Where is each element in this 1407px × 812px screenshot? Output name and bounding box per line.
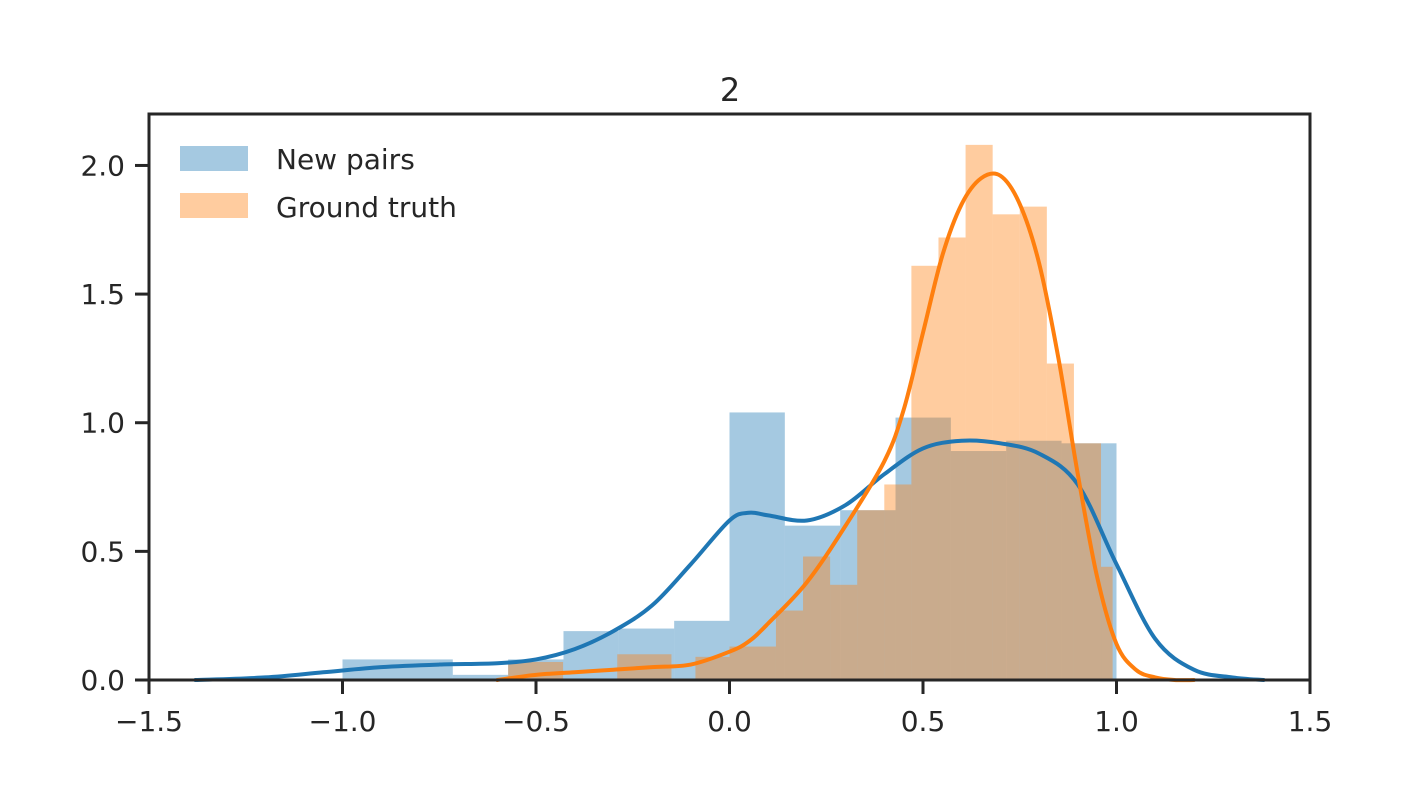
hist-bar-1-6 [775,610,804,680]
x-axis: −1.5 −1.0 −0.5 0.0 0.5 1.0 1.5 [115,680,1332,738]
legend-swatch-ground-truth [180,193,248,218]
hist-bar-0-10 [950,451,1007,680]
x-tick-label-3: 0.0 [707,705,752,738]
legend-swatch-new-pairs [180,146,248,171]
x-tick-label-1: −1.0 [309,705,377,738]
hist-bar-1-18 [1101,566,1113,680]
hist-bar-0-5 [674,620,730,680]
legend-label-new-pairs: New pairs [276,143,415,176]
x-tick-label-5: 1.0 [1094,705,1139,738]
y-axis: 0.0 0.5 1.0 1.5 2.0 [80,149,149,697]
x-tick-label-4: 0.5 [901,705,946,738]
x-tick-label-2: −0.5 [502,705,570,738]
x-tick-label-0: −1.5 [115,705,183,738]
hist-bar-0-8 [840,510,896,680]
y-tick-label-1: 0.5 [80,535,125,568]
y-tick-label-2: 1.0 [80,407,125,440]
x-tick-label-6: 1.5 [1288,705,1333,738]
hist-bar-0-4 [618,628,675,680]
y-tick-label-4: 2.0 [80,149,125,182]
chart-title: 2 [720,71,740,109]
hist-bar-1-12 [938,237,966,681]
legend-label-ground-truth: Ground truth [276,191,457,224]
hist-bar-1-11 [911,265,939,680]
kde-line-0 [193,438,1266,682]
hist-bar-1-16 [1046,363,1074,680]
hist-bar-0-12 [1061,443,1117,680]
hist-bar-1-5 [729,646,776,680]
y-tick-label-0: 0.0 [80,664,125,697]
hist-bar-0-11 [1006,440,1062,680]
kde-line-1 [495,171,1196,683]
hist-bar-1-9 [857,510,885,680]
hist-bar-1-7 [803,556,831,680]
kde-layer [193,171,1266,683]
histogram-layer [342,144,1117,681]
hist-bar-0-1 [452,674,509,680]
hist-bar-1-8 [830,584,858,680]
hist-bar-1-13 [965,144,993,680]
hist-bar-1-10 [884,484,912,680]
y-tick-label-3: 1.5 [80,278,125,311]
legend: New pairs Ground truth [180,143,457,224]
